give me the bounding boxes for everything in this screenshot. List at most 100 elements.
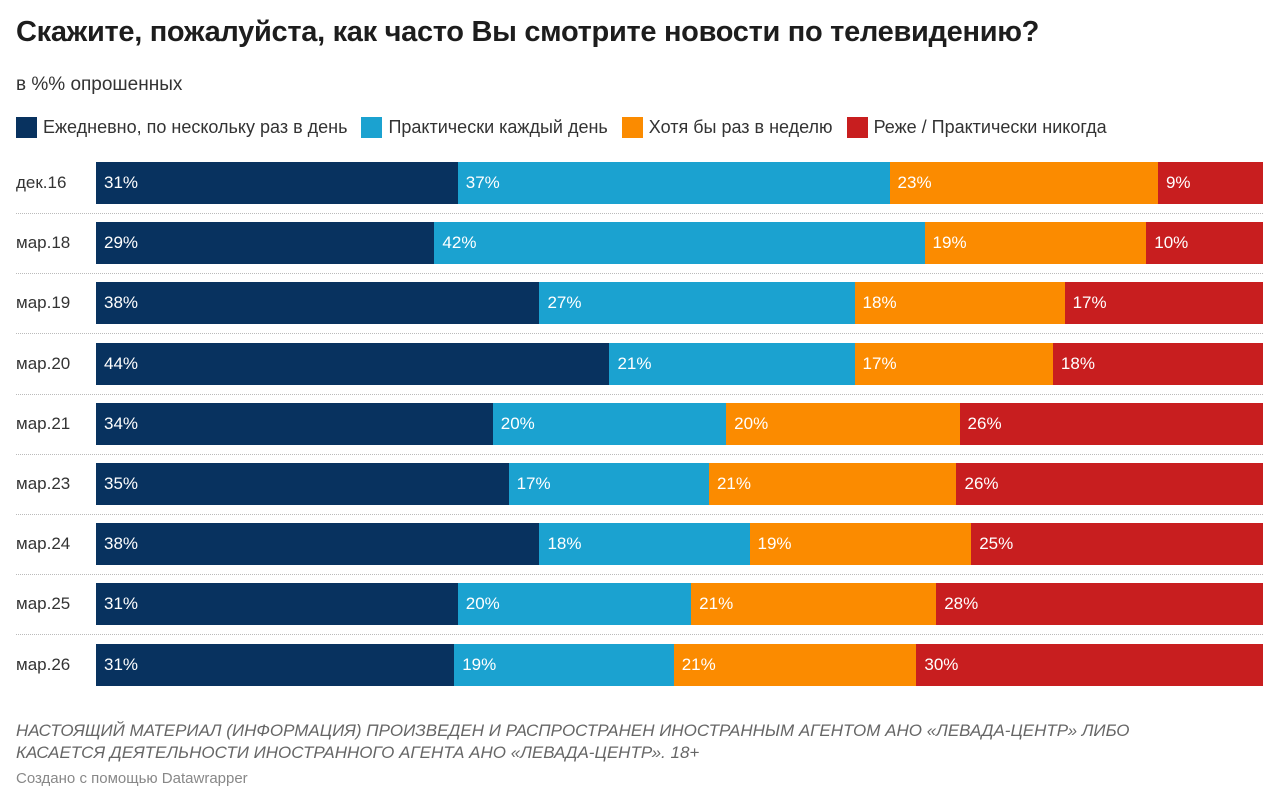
data-label: 23% [897, 173, 932, 192]
data-label: 29% [104, 233, 139, 253]
bar-segment: 19% [454, 643, 674, 686]
legend-swatch [621, 117, 643, 138]
data-label: 37% [465, 173, 500, 192]
data-label: 26% [967, 413, 1002, 433]
stacked-bar: 29% 42% 19% 10% [96, 222, 1263, 265]
stacked-bar: 35% 17% 21% 26% [96, 463, 1263, 505]
data-label: 18% [1060, 353, 1095, 373]
data-label: 17% [516, 474, 551, 493]
data-label: 10% [1154, 233, 1189, 253]
note-line-1: НАСТОЯЩИЙ МАТЕРИАЛ (ИНФОРМАЦИЯ) ПРОИЗВЕД… [16, 721, 1130, 740]
bar-segment: 28% [936, 583, 1263, 626]
stacked-bar: 38% 27% 18% 17% [96, 282, 1263, 325]
bar-segment: 26% [956, 463, 1263, 505]
bar-segment: 35% [96, 463, 509, 505]
row-divider [16, 514, 1263, 515]
category-label: мар.26 [16, 654, 71, 674]
disclaimer-note: НАСТОЯЩИЙ МАТЕРИАЛ (ИНФОРМАЦИЯ) ПРОИЗВЕД… [16, 720, 1256, 764]
bar-row: мар.25 31% 20% 21% 28% [0, 583, 1280, 626]
data-label: 21% [699, 594, 734, 614]
bar-segment: 10% [1146, 222, 1263, 265]
category-label: мар.23 [16, 474, 71, 493]
bar-segment: 18% [539, 523, 750, 566]
bar-segment: 23% [889, 162, 1158, 204]
data-label: 25% [979, 534, 1014, 554]
bar-segment: 17% [854, 342, 1053, 385]
data-label: 21% [617, 353, 652, 373]
bar-segment: 19% [749, 523, 972, 566]
data-label: 21% [681, 654, 716, 674]
category-label: дек.16 [16, 173, 67, 192]
data-label: 31% [104, 173, 139, 192]
bar-segment: 21% [673, 643, 917, 686]
bar-segment: 29% [96, 222, 435, 265]
data-label: 17% [1072, 293, 1107, 313]
data-label: 31% [104, 594, 139, 614]
bar-row: мар.23 35% 17% 21% 26% [0, 463, 1280, 505]
bar-row: мар.26 31% 19% 21% 30% [0, 643, 1280, 686]
bar-segment: 26% [959, 402, 1263, 445]
bar-segment: 37% [457, 162, 890, 204]
bar-segment: 18% [1052, 342, 1263, 385]
legend-label: Хотя бы раз в неделю [648, 117, 833, 137]
data-label: 44% [104, 353, 139, 373]
legend-swatch [16, 117, 37, 138]
row-divider [16, 333, 1263, 335]
data-label: 34% [104, 413, 139, 433]
bar-row: дек.16 31% 37% 23% 9% [0, 162, 1280, 204]
bar-segment: 21% [708, 463, 957, 505]
data-label: 38% [104, 293, 139, 313]
bar-segment: 38% [96, 523, 540, 566]
bar-row: мар.18 29% 42% 19% 10% [0, 222, 1280, 265]
category-label: мар.21 [16, 413, 71, 433]
legend-item: Хотя бы раз в неделю [621, 117, 833, 138]
bar-segment: 31% [96, 162, 458, 204]
row-divider [16, 213, 1263, 214]
stacked-bar: 31% 37% 23% 9% [96, 162, 1263, 204]
data-label: 19% [932, 233, 967, 253]
row-divider [16, 574, 1263, 576]
bar-segment: 42% [434, 222, 925, 265]
bar-segment: 44% [96, 342, 610, 385]
legend: Ежедневно, по нескольку раз в день Практи… [16, 117, 1107, 138]
legend-item: Реже / Практически никогда [846, 117, 1107, 138]
category-label: мар.20 [16, 353, 71, 373]
data-label: 20% [465, 594, 500, 614]
data-label: 26% [964, 474, 999, 493]
bar-row: мар.20 44% 21% 17% 18% [0, 342, 1280, 385]
legend-swatch [361, 117, 383, 138]
data-label: 42% [442, 233, 477, 253]
legend-swatch [846, 117, 868, 138]
bar-segment: 31% [96, 643, 455, 686]
row-divider [16, 273, 1263, 275]
stacked-bar: 34% 20% 20% 26% [96, 402, 1263, 445]
chart-subtitle: в %% опрошенных [16, 74, 183, 95]
data-label: 27% [547, 293, 582, 313]
bar-segment: 31% [96, 583, 458, 626]
data-label: 35% [104, 474, 139, 493]
data-label: 20% [734, 413, 769, 433]
data-label: 17% [862, 353, 897, 373]
legend-item: Практически каждый день [361, 117, 608, 138]
stacked-bar: 31% 19% 21% 30% [96, 643, 1263, 686]
category-label: мар.25 [16, 594, 71, 614]
stacked-bar: 38% 18% 19% 25% [96, 523, 1263, 566]
legend-label: Ежедневно, по нескольку раз в день [43, 117, 348, 137]
bar-segment: 17% [508, 463, 709, 505]
bar-row: мар.21 34% 20% 20% 26% [0, 402, 1280, 445]
data-label: 28% [944, 594, 979, 614]
bar-segment: 25% [971, 523, 1263, 566]
chart-title: Скажите, пожалуйста, как часто Вы смотри… [16, 16, 1040, 48]
bar-row: мар.24 38% 18% 19% 25% [0, 523, 1280, 566]
data-label: 19% [462, 654, 497, 674]
data-label: 18% [862, 293, 897, 313]
bar-segment: 38% [96, 282, 540, 325]
legend-item: Ежедневно, по нескольку раз в день [16, 117, 347, 138]
row-divider [16, 453, 1263, 455]
data-label: 31% [104, 654, 139, 674]
credit[interactable]: Создано с помощью Datawrapper [16, 770, 248, 787]
data-label: 19% [757, 534, 792, 554]
legend-label: Реже / Практически никогда [873, 117, 1107, 137]
bar-segment: 19% [924, 222, 1147, 265]
row-divider [16, 393, 1263, 395]
